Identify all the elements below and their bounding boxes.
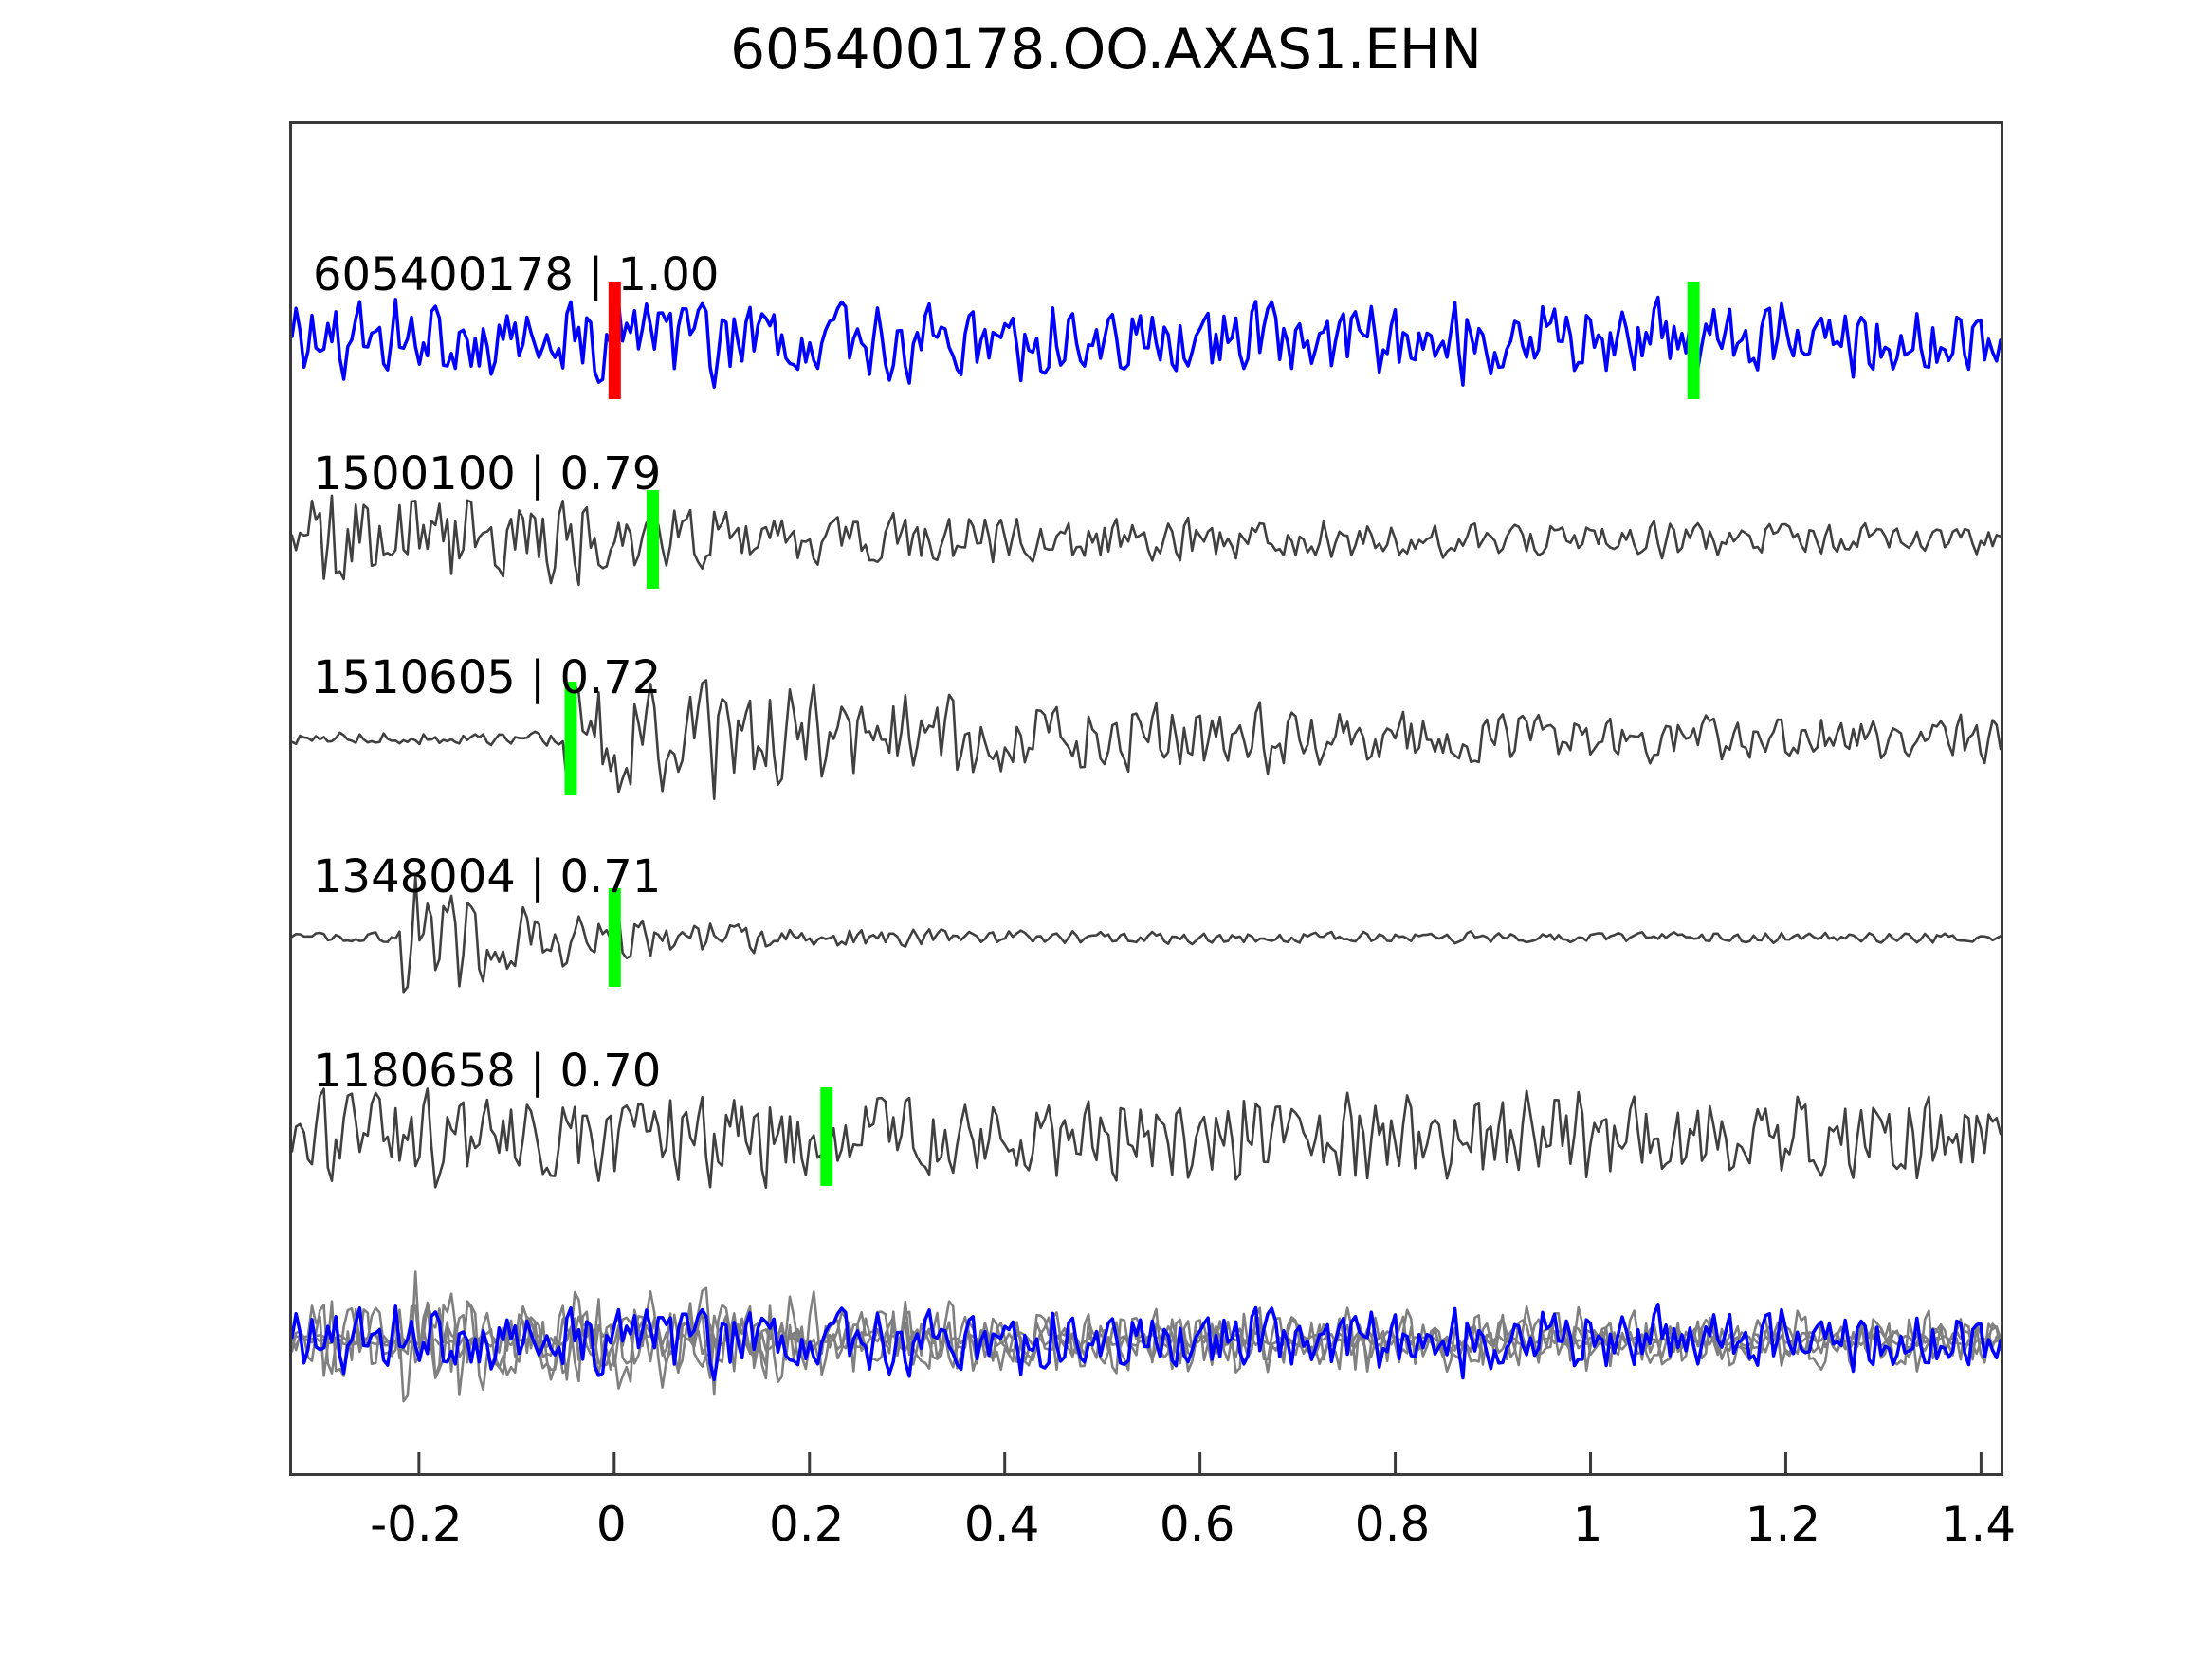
overlay-template-trace <box>292 1303 2001 1382</box>
pick-marker-red <box>608 282 621 399</box>
match-waveform-trace <box>292 875 2001 994</box>
x-tick-label: 0.8 <box>1354 1497 1431 1552</box>
trace-label: 1180658 | 0.70 <box>313 1045 662 1098</box>
x-tick-label: 0 <box>595 1497 627 1552</box>
trace-label: 1510605 | 0.72 <box>313 651 662 704</box>
x-tick-label: 1.2 <box>1745 1497 1821 1552</box>
template-waveform-trace <box>292 295 2001 389</box>
page-title: 605400178.OO.AXAS1.EHN <box>730 17 1482 82</box>
plot-axes <box>289 121 2003 1476</box>
match-waveform-trace <box>292 1087 2001 1189</box>
pick-marker-green <box>608 888 621 987</box>
pick-marker-green <box>564 682 577 795</box>
x-tick-label: -0.2 <box>370 1497 463 1552</box>
x-tick-label: 0.4 <box>963 1497 1040 1552</box>
pick-marker-green <box>1687 282 1700 399</box>
x-tick-label: 0.2 <box>768 1497 845 1552</box>
pick-marker-green <box>820 1087 833 1186</box>
x-tick-label: 1 <box>1572 1497 1603 1552</box>
pick-marker-green <box>646 490 659 589</box>
trace-label: 1348004 | 0.71 <box>313 850 662 903</box>
trace-label: 1500100 | 0.79 <box>313 447 662 501</box>
match-waveform-trace <box>292 494 2001 587</box>
waveform-svg <box>292 282 2001 1473</box>
trace-label: 605400178 | 1.00 <box>313 248 720 301</box>
x-tick-label: 1.4 <box>1940 1497 2017 1552</box>
x-tick-label: 0.6 <box>1159 1497 1235 1552</box>
